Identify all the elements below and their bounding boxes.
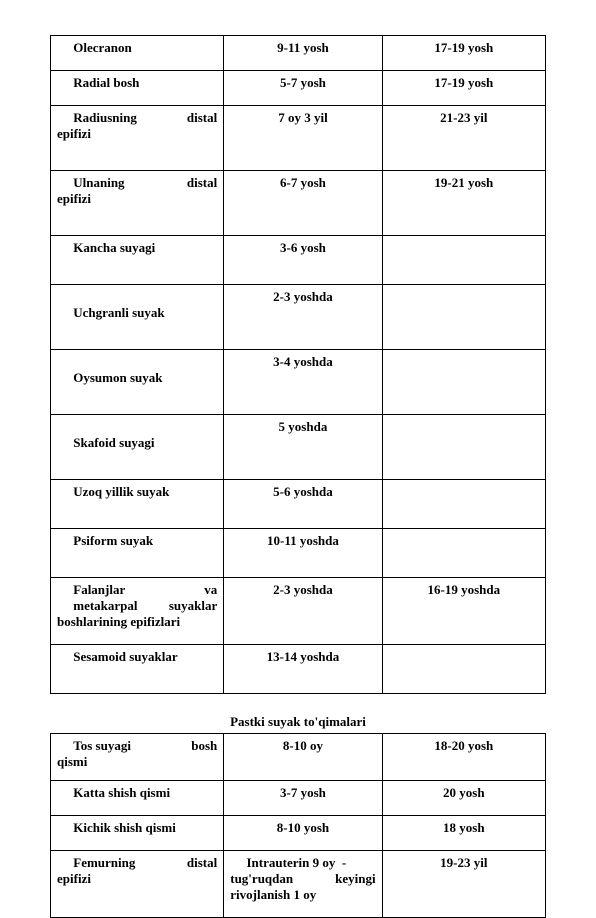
bone-table-1-body: Olecranon 9-11 yosh17-19 yosh Radial bosh… — [51, 36, 546, 694]
age-end-cell — [382, 350, 545, 415]
bone-name-cell: Radiusningdistalepifizi — [51, 106, 224, 171]
bone-name-cell: Olecranon — [51, 36, 224, 71]
table-row: Oysumon suyak 3-4 yoshda — [51, 350, 546, 415]
age-end-cell: 19-21 yosh — [382, 171, 545, 236]
bone-name-text: Olecranon — [57, 40, 132, 55]
table-row: Falanjlarva metakarpalsuyaklarboshlarini… — [51, 578, 546, 645]
bone-name-cell: Kancha suyagi — [51, 236, 224, 285]
bone-name-text: Kichik shish qismi — [57, 820, 176, 835]
age-start-cell: 3-4 yoshda — [224, 350, 382, 415]
bone-name-cell: Uchgranli suyak — [51, 285, 224, 350]
bone-name-cell: Katta shish qismi — [51, 781, 224, 816]
table-row: Skafoid suyagi 5 yoshda — [51, 415, 546, 480]
age-end-cell: 20 yosh — [382, 781, 545, 816]
age-end-cell: 18-20 yosh — [382, 734, 545, 781]
bone-name-text: Sesamoid suyaklar — [57, 649, 178, 664]
age-start-cell: 2-3 yoshda — [224, 578, 382, 645]
age-end-cell: 16-19 yoshda — [382, 578, 545, 645]
table-row: Radiusningdistalepifizi7 oy 3 yil21-23 y… — [51, 106, 546, 171]
bone-name-cell: Kichik shish qismi — [51, 816, 224, 851]
bone-name-cell: Falanjlarva metakarpalsuyaklarboshlarini… — [51, 578, 224, 645]
bone-name-cell: Ulnaningdistalepifizi — [51, 171, 224, 236]
bone-name-cell: Femurningdistalepifizi — [51, 851, 224, 918]
table-row: Radial bosh 5-7 yosh17-19 yosh — [51, 71, 546, 106]
bone-name-cell: Uzoq yillik suyak — [51, 480, 224, 529]
age-end-cell: 18 yosh — [382, 816, 545, 851]
bone-name-text: Radial bosh — [57, 75, 139, 90]
age-start-cell: 3-6 yosh — [224, 236, 382, 285]
table-row: Sesamoid suyaklar 13-14 yoshda — [51, 645, 546, 694]
section-heading-lower: Pastki suyak to'qimalari — [50, 714, 546, 730]
age-end-cell — [382, 529, 545, 578]
age-end-cell — [382, 415, 545, 480]
age-end-cell: 21-23 yil — [382, 106, 545, 171]
age-end-cell — [382, 285, 545, 350]
bone-name-text: Kancha suyagi — [57, 240, 155, 255]
age-end-cell — [382, 645, 545, 694]
bone-name-cell: Tos suyagiboshqismi — [51, 734, 224, 781]
age-start-cell: 7 oy 3 yil — [224, 106, 382, 171]
bone-name-text: Psiform suyak — [57, 533, 153, 548]
bone-name-cell: Psiform suyak — [51, 529, 224, 578]
age-start-cell: 13-14 yoshda — [224, 645, 382, 694]
table-row: Ulnaningdistalepifizi6-7 yosh19-21 yosh — [51, 171, 546, 236]
age-start-cell: 10-11 yoshda — [224, 529, 382, 578]
age-end-cell: 17-19 yosh — [382, 71, 545, 106]
age-start-cell: 3-7 yosh — [224, 781, 382, 816]
table-row: Kancha suyagi 3-6 yosh — [51, 236, 546, 285]
bone-name-cell: Skafoid suyagi — [51, 415, 224, 480]
table-row: Uzoq yillik suyak 5-6 yoshda — [51, 480, 546, 529]
age-end-cell — [382, 236, 545, 285]
bone-name-text: Katta shish qismi — [57, 785, 170, 800]
age-start-cell: 5-6 yoshda — [224, 480, 382, 529]
bone-name-text: Oysumon suyak — [57, 370, 162, 385]
age-start-cell: 5 yoshda — [224, 415, 382, 480]
table-row: Olecranon 9-11 yosh17-19 yosh — [51, 36, 546, 71]
table-row: Tos suyagiboshqismi8-10 oy18-20 yosh — [51, 734, 546, 781]
age-end-cell: 19-23 yil — [382, 851, 545, 918]
age-end-cell — [382, 480, 545, 529]
table-row: Uchgranli suyak 2-3 yoshda — [51, 285, 546, 350]
age-start-cell: 2-3 yoshda — [224, 285, 382, 350]
bone-name-cell: Sesamoid suyaklar — [51, 645, 224, 694]
bone-table-2-body: Tos suyagiboshqismi8-10 oy18-20 yosh Kat… — [51, 734, 546, 918]
age-start-cell: Intrauterin 9 oy -tug'ruqdankeyingirivoj… — [224, 851, 382, 918]
table-row: Psiform suyak 10-11 yoshda — [51, 529, 546, 578]
age-end-cell: 17-19 yosh — [382, 36, 545, 71]
age-start-cell: 5-7 yosh — [224, 71, 382, 106]
bone-name-text: Uzoq yillik suyak — [57, 484, 169, 499]
bone-name-cell: Oysumon suyak — [51, 350, 224, 415]
age-start-cell: 6-7 yosh — [224, 171, 382, 236]
table-row: Katta shish qismi 3-7 yosh20 yosh — [51, 781, 546, 816]
bone-table-2: Tos suyagiboshqismi8-10 oy18-20 yosh Kat… — [50, 733, 546, 918]
bone-table-1: Olecranon 9-11 yosh17-19 yosh Radial bosh… — [50, 35, 546, 694]
age-start-cell: 9-11 yosh — [224, 36, 382, 71]
bone-name-text: Skafoid suyagi — [57, 435, 155, 450]
age-start-cell: 8-10 oy — [224, 734, 382, 781]
bone-name-cell: Radial bosh — [51, 71, 224, 106]
age-start-cell: 8-10 yosh — [224, 816, 382, 851]
table-row: Femurningdistalepifizi Intrauterin 9 oy … — [51, 851, 546, 918]
bone-name-text: Uchgranli suyak — [57, 305, 165, 320]
table-row: Kichik shish qismi 8-10 yosh18 yosh — [51, 816, 546, 851]
